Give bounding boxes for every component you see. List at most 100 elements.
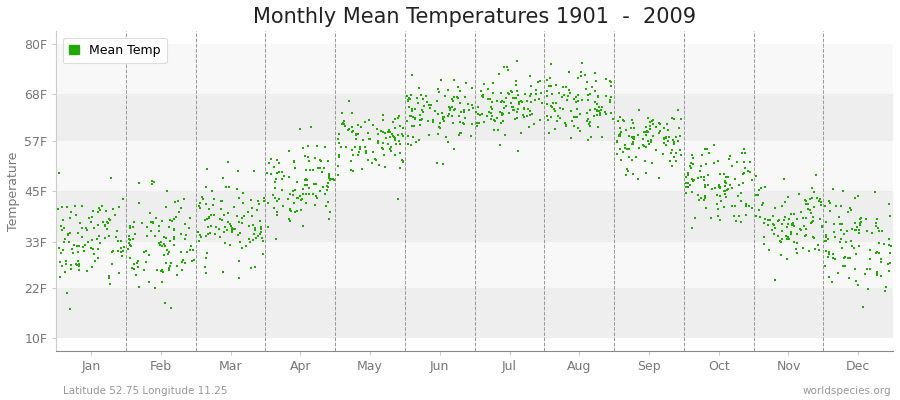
Point [697, 196, 711, 203]
Point [686, 161, 700, 167]
Point [771, 232, 786, 239]
Point [641, 129, 655, 135]
Point [761, 217, 776, 223]
Point [272, 160, 286, 166]
Point [198, 264, 212, 270]
Point [319, 203, 333, 210]
Point [414, 107, 428, 113]
Point [681, 184, 696, 190]
Point [114, 249, 129, 256]
Point [704, 214, 718, 221]
Point [717, 204, 732, 210]
Point [310, 164, 325, 171]
Point [657, 136, 671, 142]
Point [395, 159, 410, 165]
Point [254, 224, 268, 230]
Point [818, 262, 832, 269]
Point [345, 110, 359, 116]
Point [475, 94, 490, 100]
Point [780, 194, 795, 200]
Point [401, 104, 416, 110]
Point [718, 191, 733, 198]
Point [580, 110, 594, 116]
Point [624, 125, 638, 131]
Point [558, 84, 572, 90]
Point [439, 134, 454, 140]
Point [243, 264, 257, 271]
Point [612, 132, 626, 139]
Point [352, 148, 366, 155]
Point [883, 260, 897, 266]
Point [775, 228, 789, 234]
Point [744, 205, 759, 211]
Point [246, 221, 260, 228]
Point [713, 171, 727, 177]
Point [778, 199, 792, 206]
Point [309, 181, 323, 187]
Point [572, 75, 586, 82]
Point [578, 72, 592, 78]
Point [456, 106, 471, 113]
Point [235, 215, 249, 221]
Point [757, 234, 771, 240]
Point [569, 99, 583, 105]
Point [302, 191, 316, 197]
Point [256, 195, 271, 202]
Point [715, 198, 729, 205]
Point [871, 240, 886, 246]
Point [155, 278, 169, 285]
Point [206, 202, 220, 208]
Point [796, 244, 811, 251]
Point [228, 226, 242, 232]
Point [827, 229, 842, 236]
Point [53, 223, 68, 229]
Point [673, 152, 688, 158]
Point [183, 247, 197, 254]
Point [509, 88, 524, 94]
Point [199, 233, 213, 239]
Point [757, 220, 771, 226]
Point [254, 229, 268, 235]
Point [240, 209, 255, 216]
Point [710, 191, 724, 198]
Point [205, 188, 220, 194]
Point [320, 182, 334, 189]
Point [545, 91, 560, 98]
Point [719, 186, 733, 193]
Point [520, 112, 535, 119]
Point [822, 251, 836, 257]
Point [71, 230, 86, 236]
Point [376, 140, 391, 147]
Point [393, 140, 408, 147]
Point [388, 134, 402, 141]
Point [805, 219, 819, 225]
Point [619, 126, 634, 133]
Point [163, 262, 177, 269]
Point [531, 79, 545, 85]
Point [504, 88, 518, 94]
Point [378, 135, 392, 141]
Point [878, 288, 892, 294]
Point [200, 216, 214, 222]
Point [338, 123, 352, 130]
Point [572, 97, 586, 104]
Point [410, 94, 424, 101]
Point [100, 226, 114, 232]
Point [82, 215, 96, 221]
Point [603, 99, 617, 105]
Point [852, 216, 867, 222]
Point [502, 110, 517, 116]
Point [693, 168, 707, 174]
Point [57, 225, 71, 231]
Point [698, 182, 713, 189]
Point [86, 225, 101, 232]
Point [617, 118, 632, 124]
Point [312, 187, 327, 194]
Point [638, 129, 652, 135]
Point [416, 109, 430, 115]
Point [421, 118, 436, 124]
Point [362, 136, 376, 142]
Point [711, 158, 725, 164]
Point [590, 108, 605, 114]
Point [549, 82, 563, 88]
